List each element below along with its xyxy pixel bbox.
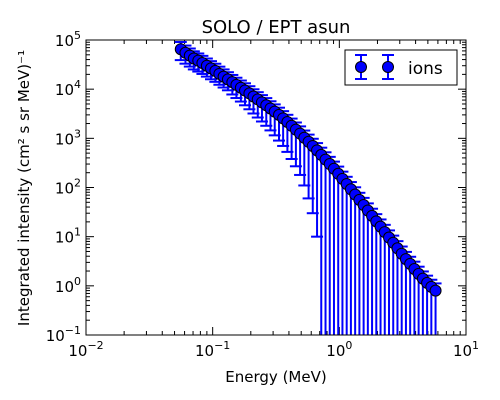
- data-point: [429, 284, 442, 297]
- y-axis-label: Integrated intensity (cm² s sr MeV)⁻¹: [15, 50, 33, 326]
- x-axis-label: Energy (MeV): [225, 368, 326, 386]
- y-tick-label: 105: [55, 29, 81, 50]
- axis-ticks: [85, 39, 467, 336]
- x-tick-label: 10−2: [68, 339, 103, 360]
- chart-title: SOLO / EPT asun: [202, 17, 351, 38]
- y-tick-label: 103: [55, 127, 81, 148]
- legend-label-ions: ions: [408, 59, 443, 79]
- y-tick-label: 102: [55, 177, 81, 198]
- y-tick-label: 100: [55, 275, 81, 296]
- x-tick-label: 100: [326, 339, 352, 360]
- y-tick-label: 10−1: [46, 324, 81, 345]
- legend-marker-ions: [355, 54, 394, 80]
- plot-frame: [85, 39, 467, 336]
- legend: ions: [344, 49, 458, 86]
- x-tick-label: 101: [453, 339, 479, 360]
- legend-point: [382, 61, 394, 73]
- y-tick-label: 104: [55, 78, 81, 99]
- y-tick-label: 101: [55, 226, 81, 247]
- legend-point: [355, 61, 367, 73]
- x-tick-label: 10−1: [195, 339, 230, 360]
